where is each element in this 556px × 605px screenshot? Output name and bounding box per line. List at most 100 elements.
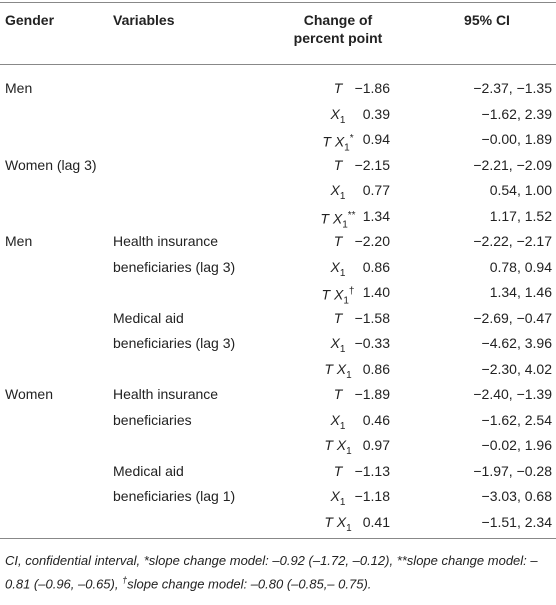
term-sub: 1 <box>344 142 350 154</box>
ci-cell: −1.62, 2.39 <box>481 105 552 122</box>
term-sub: 1 <box>346 522 352 534</box>
estimate-cell: 0.94 <box>362 131 390 147</box>
term-cell: X1 <box>331 105 346 130</box>
term-base: T X <box>320 210 343 227</box>
ci-cell: −0.02, 1.96 <box>481 437 552 453</box>
rule <box>0 2 556 3</box>
term-cell: T <box>334 232 343 250</box>
term-base: X <box>330 488 340 504</box>
term-base: T <box>333 80 343 96</box>
ci-cell: −3.03, 0.68 <box>481 488 552 504</box>
gender-cell: Men <box>5 233 33 249</box>
variable-cell: beneficiaries (lag 1) <box>113 488 236 504</box>
rule <box>0 64 556 65</box>
term-base: T X <box>324 513 347 530</box>
term-sub: 1 <box>339 496 346 508</box>
term-cell: T X1† <box>322 283 355 310</box>
ci-cell: 1.17, 1.52 <box>489 207 552 224</box>
estimate-cell: −2.20 <box>354 233 390 249</box>
ci-cell: −2.22, −2.17 <box>473 233 552 249</box>
ci-cell: −2.30, 4.02 <box>481 360 552 377</box>
term-cell: T X1* <box>322 130 353 157</box>
term-cell: T X1 <box>324 513 351 538</box>
variable-cell: beneficiaries (lag 3) <box>113 335 236 351</box>
term-base: T X <box>321 286 344 303</box>
header-gender: Gender <box>5 12 55 28</box>
ci-cell: −2.40, −1.39 <box>473 386 552 402</box>
estimate-cell: 1.34 <box>362 207 390 224</box>
variable-cell: beneficiaries <box>113 411 192 428</box>
term-base: T X <box>324 437 347 453</box>
estimate-cell: 0.86 <box>362 360 390 377</box>
term-sub: 1 <box>342 218 348 230</box>
estimate-cell: 0.46 <box>362 411 390 428</box>
ci-cell: −0.00, 1.89 <box>481 131 552 147</box>
variable-cell: Health insurance <box>113 233 219 249</box>
term-sup: * <box>349 133 354 144</box>
term-sub: 1 <box>346 369 352 381</box>
term-cell: T <box>334 156 343 174</box>
footnote-text: CI, confidential interval, *slope change… <box>5 553 538 591</box>
term-cell: T <box>334 385 343 403</box>
ci-cell: −1.62, 2.54 <box>481 411 552 428</box>
term-cell: X1 <box>331 258 346 283</box>
header-variables: Variables <box>113 12 175 28</box>
header-change: Change of percent point <box>294 11 383 47</box>
term-base: X <box>330 258 340 275</box>
term-cell: T X1** <box>320 207 355 234</box>
term-base: T <box>333 233 343 249</box>
estimate-cell: −1.13 <box>354 462 390 479</box>
term-sub: 1 <box>339 343 346 355</box>
footnote-text: slope change model: –0.80 (–0.85,– 0.75)… <box>127 575 372 591</box>
header-ci: 95% CI <box>464 12 510 28</box>
term-sub: 1 <box>339 190 346 202</box>
estimate-cell: −2.15 <box>354 156 390 173</box>
estimate-cell: 0.97 <box>362 437 390 453</box>
gender-cell: Women (lag 3) <box>5 156 97 173</box>
estimate-cell: −0.33 <box>354 335 390 351</box>
ci-cell: 0.54, 1.00 <box>489 182 552 198</box>
estimate-cell: 0.41 <box>362 513 390 530</box>
term-base: T X <box>324 360 347 377</box>
term-cell: X1 <box>331 487 346 512</box>
term-base: T <box>333 462 343 479</box>
term-sub: 1 <box>339 267 346 279</box>
term-cell: T <box>334 309 343 327</box>
variable-cell: Health insurance <box>113 386 219 402</box>
rule <box>0 538 556 539</box>
estimate-cell: 1.40 <box>362 284 390 300</box>
term-sup: † <box>348 286 355 297</box>
term-sup: ** <box>347 209 356 221</box>
footnote-mark: † <box>122 574 128 585</box>
term-cell: T <box>334 79 343 97</box>
term-base: T <box>333 309 343 326</box>
term-base: X <box>330 335 340 351</box>
estimate-cell: 0.39 <box>362 105 390 122</box>
estimate-cell: −1.89 <box>354 386 390 402</box>
estimate-cell: −1.86 <box>354 80 390 96</box>
estimate-cell: 0.77 <box>362 182 390 198</box>
term-base: X <box>330 182 340 198</box>
footnote: CI, confidential interval, *slope change… <box>5 551 553 593</box>
term-base: X <box>330 411 340 428</box>
term-cell: X1 <box>331 411 346 436</box>
estimate-cell: −1.18 <box>354 488 390 504</box>
term-sub: 1 <box>346 445 352 457</box>
term-cell: T X1 <box>324 360 351 385</box>
ci-cell: −4.62, 3.96 <box>481 335 552 351</box>
term-cell: T <box>334 462 343 480</box>
term-sub: 1 <box>343 295 349 307</box>
header-line: percent point <box>293 30 383 46</box>
variable-cell: Medical aid <box>113 309 184 326</box>
ci-cell: −2.37, −1.35 <box>473 80 552 96</box>
term-sub: 1 <box>339 114 346 126</box>
term-base: T <box>333 156 343 173</box>
term-base: X <box>330 105 340 122</box>
ci-cell: 1.34, 1.46 <box>489 284 552 300</box>
gender-cell: Women <box>5 386 53 402</box>
term-base: T <box>333 386 343 402</box>
ci-cell: −2.69, −0.47 <box>473 309 552 326</box>
gender-cell: Men <box>5 80 33 96</box>
ci-cell: −1.97, −0.28 <box>473 462 552 479</box>
